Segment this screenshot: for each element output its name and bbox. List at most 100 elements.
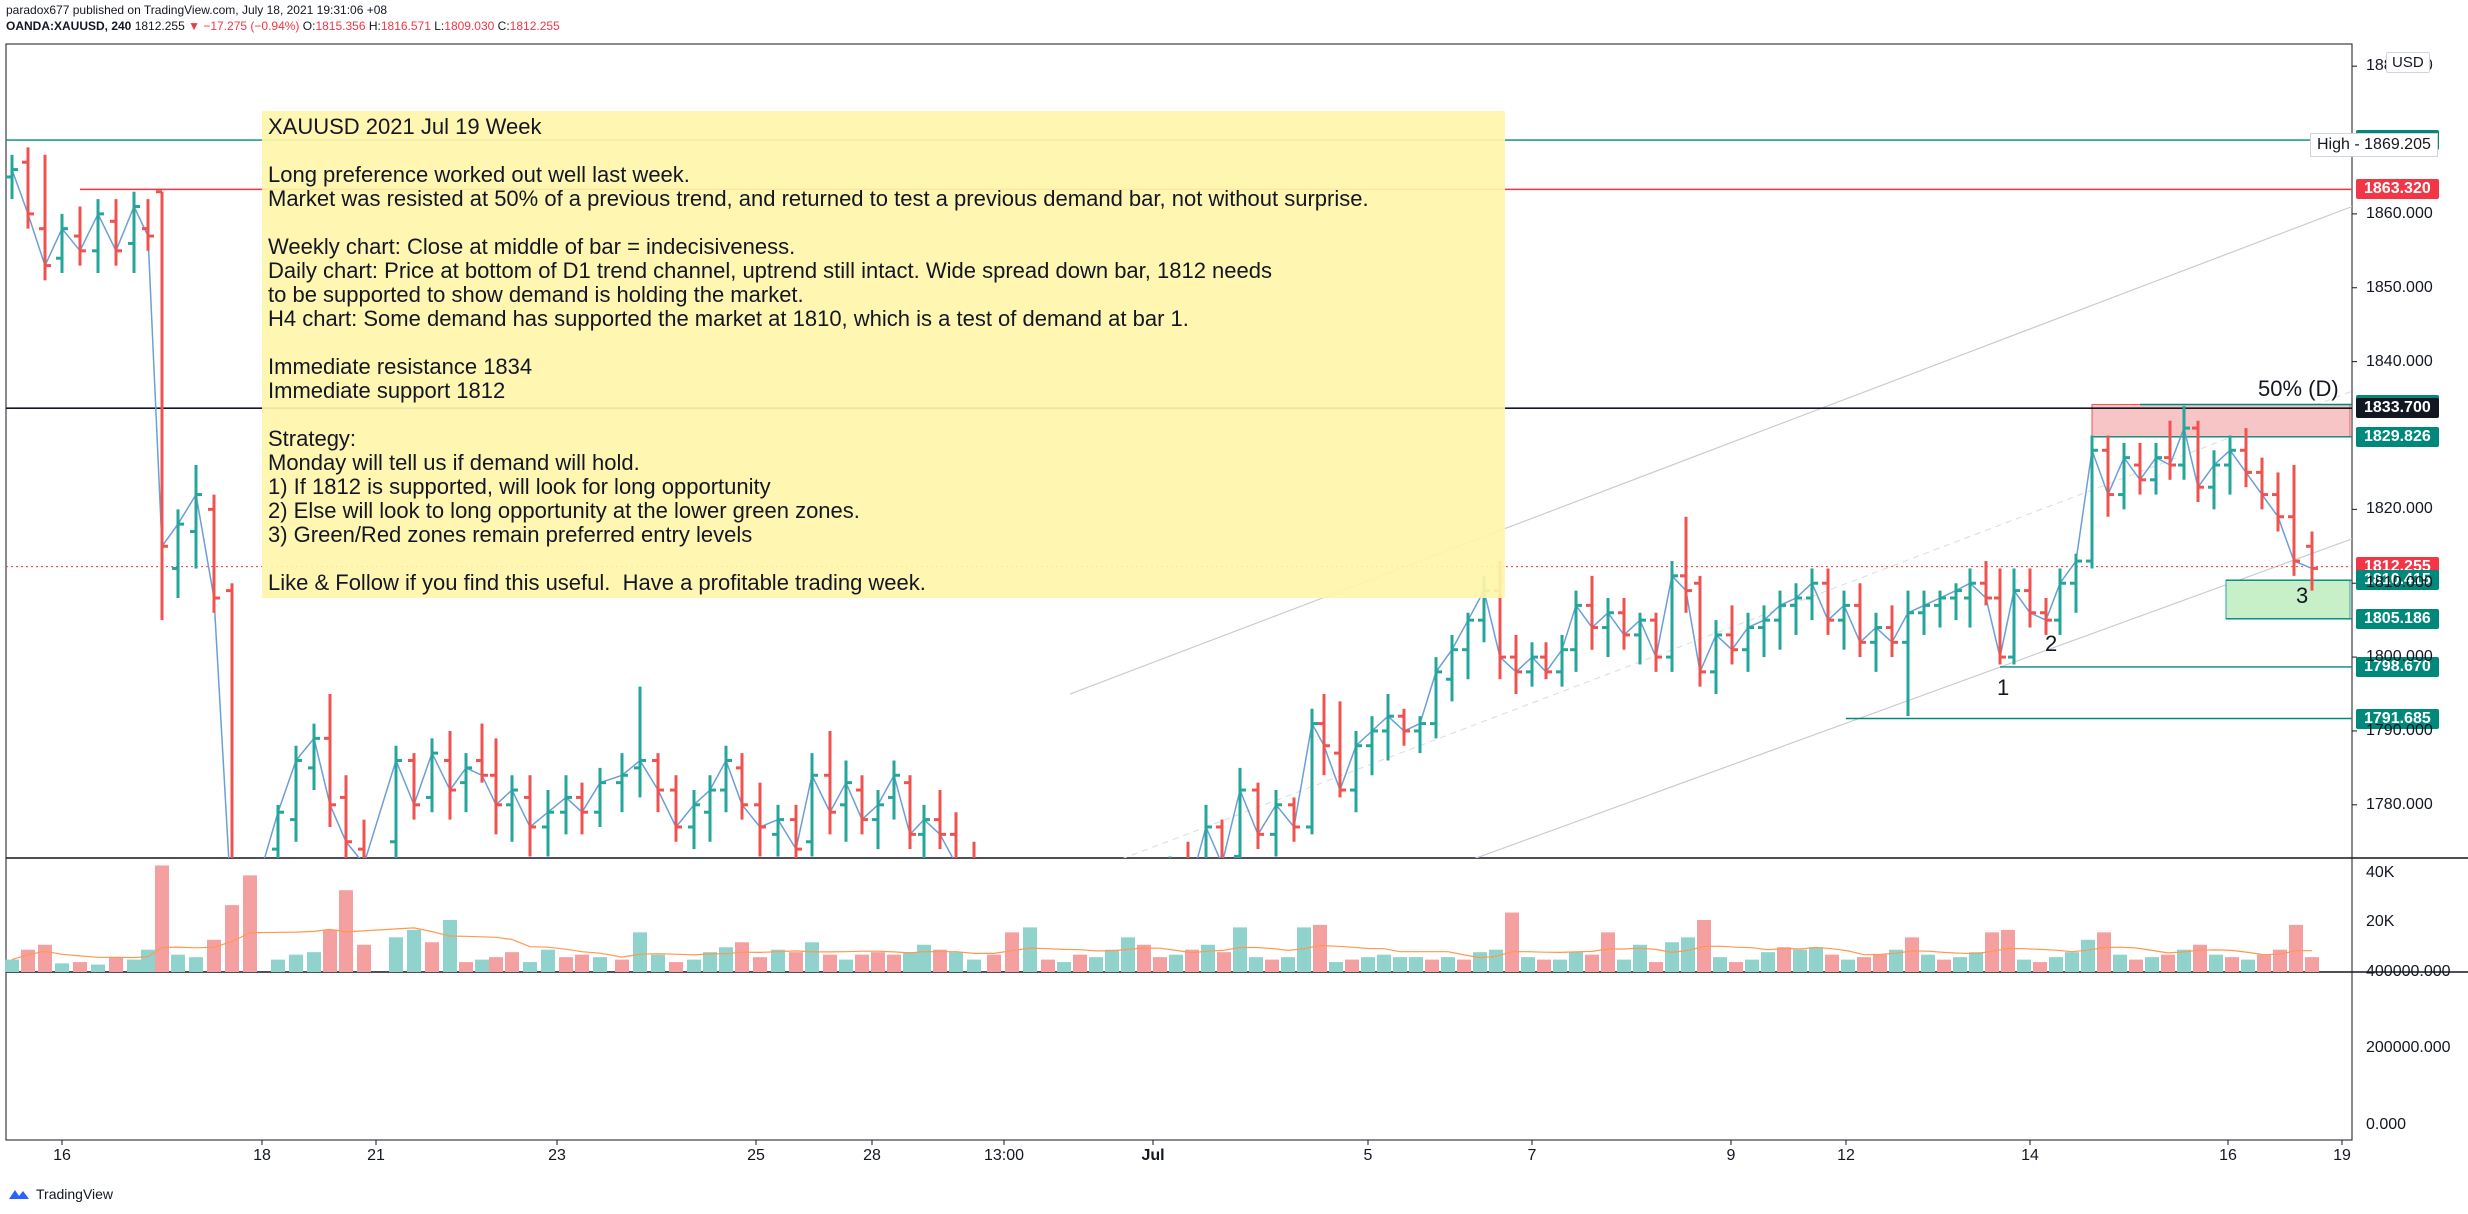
time-tick-label: 5 (1363, 1147, 1373, 1164)
volume-bar (1665, 942, 1679, 972)
volume-bar (155, 865, 169, 972)
ohlc-bar (1680, 516, 1692, 613)
ohlc-bar (1146, 871, 1158, 923)
ohlc-bar (1710, 620, 1722, 695)
time-tick-label: 23 (548, 1147, 566, 1164)
ohlc-bar (634, 686, 646, 798)
bar-1-label: 1 (1997, 675, 2010, 700)
note-line: Monday will tell us if demand will hold. (268, 450, 640, 475)
ohlc-bar (824, 730, 836, 835)
ohlc-bar (2178, 405, 2190, 480)
ohlc-bar (1774, 590, 1786, 650)
ohlc-bar (1618, 597, 1630, 650)
volume-bar (887, 954, 901, 972)
volume-bar (307, 952, 321, 972)
price-tick-label: 1800.000 (2366, 648, 2433, 666)
ohlc-bar (918, 804, 930, 858)
note-line: Market was resisted at 50% of a previous… (268, 186, 1369, 211)
last-price: 1812.255 (134, 19, 185, 33)
volume-bar (2049, 957, 2063, 972)
note-line: Like & Follow if you find this useful. H… (268, 570, 926, 595)
volume-bar (2033, 962, 2047, 972)
ohlc-bar (56, 213, 68, 273)
volume-bar (1201, 944, 1215, 972)
ohlc-bar (2272, 472, 2284, 532)
currency-label[interactable]: USD (2386, 52, 2430, 73)
ohlc-bar (1318, 694, 1330, 776)
ohlc-bar (39, 154, 51, 281)
ohlc-bar (1382, 694, 1394, 761)
price-label: 1805.186 (2356, 608, 2439, 629)
note-line: to be supported to show demand is holdin… (268, 282, 804, 307)
ohlc-bar (1252, 782, 1264, 850)
volume-bar (1761, 952, 1775, 972)
volume-bar (1473, 952, 1487, 972)
note-line (268, 403, 1499, 427)
ohlc-bar (1446, 634, 1458, 702)
ohlc-bar (1822, 568, 1834, 635)
note-line: 3) Green/Red zones remain preferred entr… (268, 522, 753, 547)
volume-bar (475, 959, 489, 972)
volume-bar (2145, 957, 2159, 972)
ohlc-bar (2040, 597, 2052, 635)
volume-bar (1265, 959, 1279, 972)
ohlc-bar (1006, 879, 1018, 923)
ohlc-bar (1462, 612, 1474, 680)
bar-3-label: 3 (2296, 583, 2309, 608)
price-change: −17.275 (−0.94%) (203, 19, 300, 33)
volume-bar (1729, 962, 1743, 972)
volume-bar (1617, 959, 1631, 972)
ohlc-bar (6, 154, 18, 200)
volume-bar (1409, 957, 1423, 972)
volume-bar (1889, 949, 1903, 972)
volume-bar (171, 954, 185, 972)
price-tick-label: 1780.000 (2366, 795, 2433, 813)
volume-bar (1857, 957, 1871, 972)
volume-bar (271, 959, 285, 972)
ohlc-legend: OANDA:XAUUSD, 240 1812.255 ▼ −17.275 (−0… (6, 18, 560, 34)
price-tick-label: 1810.000 (2366, 574, 2433, 592)
ohlc-bar (1980, 561, 1992, 606)
note-line: Daily chart: Price at bottom of D1 trend… (268, 258, 1272, 283)
ohlc-bar (1430, 657, 1442, 739)
volume-bar (933, 949, 947, 972)
volume-bar (1057, 962, 1071, 972)
volume-bar (541, 949, 555, 972)
ohlc-bar (324, 694, 336, 827)
ohlc-bar (226, 583, 234, 858)
ohlc-bar (1216, 819, 1224, 858)
ohlc-bar (460, 753, 472, 813)
ohlc-bar (1726, 605, 1738, 665)
volume-bar (615, 959, 629, 972)
volume-bar (903, 952, 917, 972)
volume-bar (289, 954, 303, 972)
ohlc-bar (2306, 531, 2318, 591)
volume-tick-label: 40K (2366, 863, 2395, 881)
note-line: XAUUSD 2021 Jul 19 Week (268, 114, 542, 139)
brand-name[interactable]: TradingView (36, 1186, 114, 1202)
ohlc-bar (1570, 590, 1582, 672)
ohlc-bar (142, 199, 154, 251)
volume-bar (2241, 959, 2255, 972)
symbol-label[interactable]: OANDA:XAUUSD, 240 (6, 19, 132, 33)
ohlc-bar (1366, 716, 1378, 776)
high-marker: High - 1869.205 (2310, 133, 2438, 157)
analysis-note[interactable]: XAUUSD 2021 Jul 19 Week Long preference w… (262, 111, 1505, 598)
ohlc-bar (2054, 568, 2066, 635)
high-marker-value: 1869.205 (2364, 136, 2431, 153)
low-label: L: (434, 19, 445, 33)
ohlc-bar (190, 465, 202, 569)
volume-bar (1457, 959, 1471, 972)
note-line: Weekly chart: Close at middle of bar = i… (268, 234, 796, 259)
ohlc-bar (1306, 708, 1318, 835)
ohlc-bar (290, 745, 302, 842)
ohlc-bar (1902, 590, 1914, 717)
tradingview-logo-icon (9, 1190, 29, 1199)
ohlc-bar (2256, 457, 2268, 510)
ohlc-bar (2102, 435, 2114, 517)
ohlc-bar (806, 753, 818, 857)
price-label: 1833.700 (2356, 398, 2439, 419)
ohlc-bar (688, 790, 700, 850)
volume-bar (38, 944, 52, 972)
